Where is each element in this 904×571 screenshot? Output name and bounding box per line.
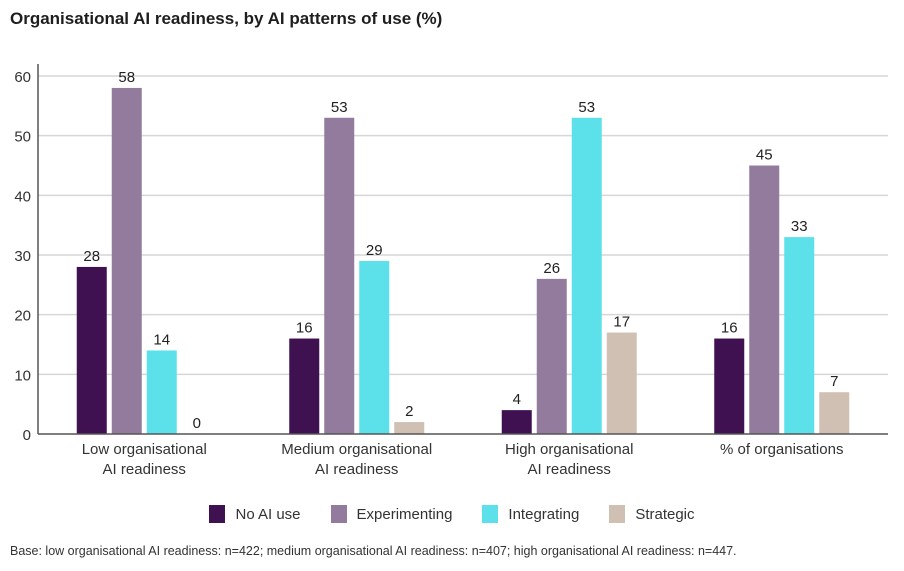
legend: No AI use Experimenting Integrating Strateg… [0,505,904,523]
x-tick-label: AI readiness [103,461,186,478]
y-tick-label: 10 [14,367,31,384]
legend-item: Strategic [609,505,695,523]
data-labels: 28 58 14 0 16 53 29 2 4 26 53 17 16 45 33 7 [83,69,838,432]
bar [501,410,532,434]
data-label: 53 [331,99,348,116]
data-label: 4 [513,391,521,408]
y-tick-label: 50 [14,129,31,146]
data-label: 14 [153,331,170,348]
bar [324,117,355,435]
bar [749,165,780,434]
legend-item: No AI use [209,505,301,523]
legend-label: Integrating [508,505,580,523]
bar [571,117,602,435]
data-label: 45 [756,147,773,164]
bar [359,260,390,434]
legend-label: Strategic [635,505,695,523]
chart-title: Organisational AI readiness, by AI patte… [10,9,443,28]
legend-swatch [482,505,499,523]
data-label: 16 [721,320,738,337]
data-label: 16 [296,320,313,337]
y-axis: 0 10 20 30 40 50 60 [14,64,39,444]
y-tick-label: 0 [23,427,31,444]
x-tick-label: AI readiness [528,461,611,478]
data-label: 29 [366,242,383,259]
bar [394,422,425,434]
data-label: 53 [578,99,595,116]
data-label: 26 [543,260,560,277]
x-tick-label: High organisational [505,441,633,458]
bar [289,338,320,434]
legend-label: No AI use [235,505,301,523]
y-tick-label: 20 [14,308,31,325]
legend-label: Experimenting [356,505,453,523]
gridlines [38,75,888,376]
footnote: Base: low organisational AI readiness: n… [10,544,737,558]
y-tick-label: 40 [14,188,31,205]
data-label: 0 [193,415,201,432]
bar [606,332,637,434]
bar-chart: 0 10 20 30 40 50 60 28 58 14 0 16 53 29 2 4 26 53 17 16 45 3… [14,64,888,478]
x-tick-label: Medium organisational [281,441,432,458]
bar [146,350,177,434]
legend-item: Experimenting [330,505,453,523]
x-tick-label: AI readiness [315,461,398,478]
y-tick-label: 30 [14,248,31,265]
legend-swatch [330,505,347,523]
legend-swatch [609,505,626,523]
legend-item: Integrating [482,505,579,523]
data-label: 17 [613,314,630,331]
bar [819,392,850,434]
data-label: 28 [83,248,100,265]
data-label: 58 [118,69,135,86]
y-tick-label: 60 [14,69,31,86]
bar [111,87,142,434]
bar [536,278,567,434]
legend-swatch [209,505,226,523]
data-label: 33 [791,218,808,235]
data-label: 7 [830,373,838,390]
bars [76,87,850,435]
bar [76,266,107,434]
bar [714,338,745,434]
x-axis: Low organisational AI readiness Medium org… [38,433,888,478]
x-tick-label: % of organisations [720,441,843,458]
x-tick-label: Low organisational [82,441,207,458]
data-label: 2 [405,403,413,420]
bar [784,237,815,434]
